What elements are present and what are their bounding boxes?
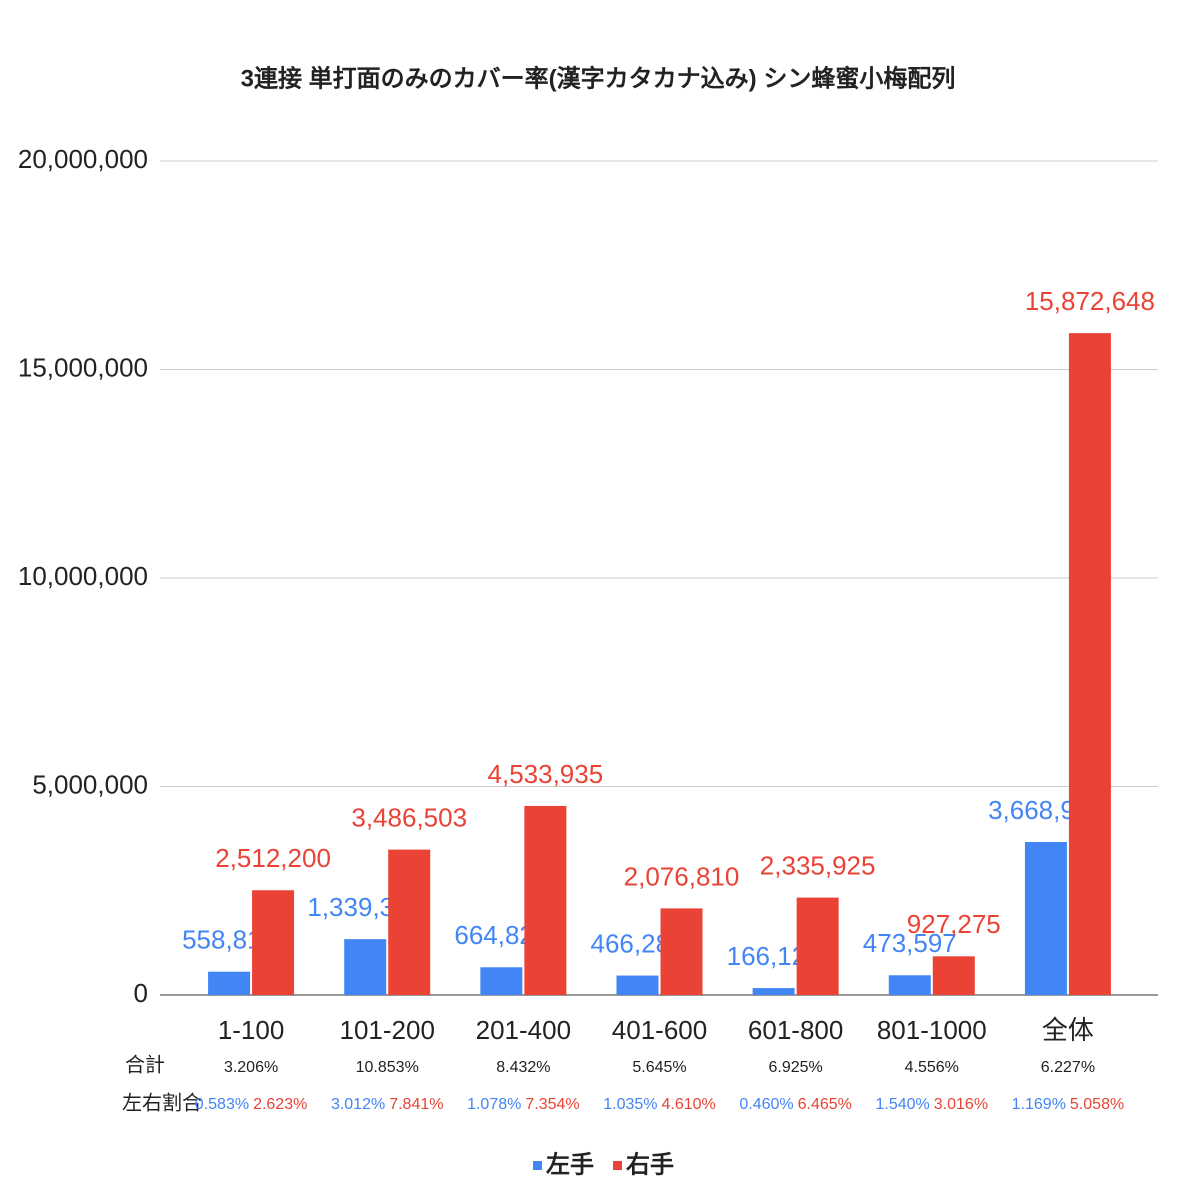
y-tick-label: 20,000,000 [18, 144, 148, 174]
bar [752, 988, 795, 995]
share-right: 6.465% [798, 1096, 852, 1113]
total-value: 6.925% [769, 1059, 823, 1076]
bar [1068, 333, 1111, 995]
x-tick-label: 601-800 [748, 1015, 843, 1045]
total-value: 8.432% [496, 1059, 550, 1076]
y-tick-label: 5,000,000 [32, 769, 148, 799]
data-label: 927,275 [907, 909, 1001, 939]
bar [796, 897, 839, 995]
total-label: 合計 [125, 1053, 165, 1076]
share-right: 3.016% [934, 1096, 988, 1113]
bar [932, 956, 975, 995]
bar [252, 890, 295, 995]
share-left: 1.540% [876, 1096, 930, 1113]
y-tick-label: 0 [134, 978, 148, 1008]
legend-swatch [533, 1161, 542, 1170]
bar [1024, 842, 1067, 995]
share-right: 2.623% [253, 1096, 307, 1113]
bar [660, 908, 703, 995]
share-right: 7.841% [389, 1096, 443, 1113]
x-tick-label: 801-1000 [877, 1015, 987, 1045]
x-tick-label: 全体 [1042, 1015, 1094, 1045]
share-left: 3.012% [331, 1096, 385, 1113]
share-left: 1.078% [467, 1096, 521, 1113]
data-label: 2,512,200 [215, 843, 331, 873]
x-tick-label: 101-200 [340, 1015, 435, 1045]
legend-label: 右手 [626, 1150, 674, 1178]
total-value: 5.645% [632, 1059, 686, 1076]
bar [344, 939, 387, 995]
data-label: 2,335,925 [760, 850, 876, 880]
share-left: 1.169% [1012, 1096, 1066, 1113]
data-label: 473,597 [863, 928, 957, 958]
bar [616, 975, 659, 995]
bar [888, 975, 931, 995]
total-value: 10.853% [356, 1059, 419, 1076]
bar [480, 967, 523, 995]
chart-title: 3連接 単打面のみのカバー率(漢字カタカナ込み) シン蜂蜜小梅配列 [241, 64, 956, 92]
data-label: 15,872,648 [1025, 286, 1155, 316]
total-value: 4.556% [905, 1059, 959, 1076]
legend-label: 左手 [546, 1150, 594, 1178]
x-tick-label: 201-400 [476, 1015, 571, 1045]
total-value: 6.227% [1041, 1059, 1095, 1076]
data-label: 3,486,503 [351, 802, 467, 832]
y-tick-label: 10,000,000 [18, 561, 148, 591]
share-label: 左右割合 [122, 1091, 202, 1114]
bar [208, 971, 251, 995]
share-left: 1.035% [603, 1096, 657, 1113]
bar [524, 805, 567, 995]
share-right: 7.354% [525, 1096, 579, 1113]
share-left: 0.583% [195, 1096, 249, 1113]
data-label: 2,076,810 [624, 861, 740, 891]
x-tick-label: 401-600 [612, 1015, 707, 1045]
legend-swatch [613, 1161, 622, 1170]
total-value: 3.206% [224, 1059, 278, 1076]
y-tick-label: 15,000,000 [18, 352, 148, 382]
share-right: 5.058% [1070, 1096, 1124, 1113]
share-right: 4.610% [662, 1096, 716, 1113]
share-left: 0.460% [739, 1096, 793, 1113]
x-tick-label: 1-100 [218, 1015, 285, 1045]
bar [388, 849, 431, 995]
data-label: 4,533,935 [488, 759, 604, 789]
